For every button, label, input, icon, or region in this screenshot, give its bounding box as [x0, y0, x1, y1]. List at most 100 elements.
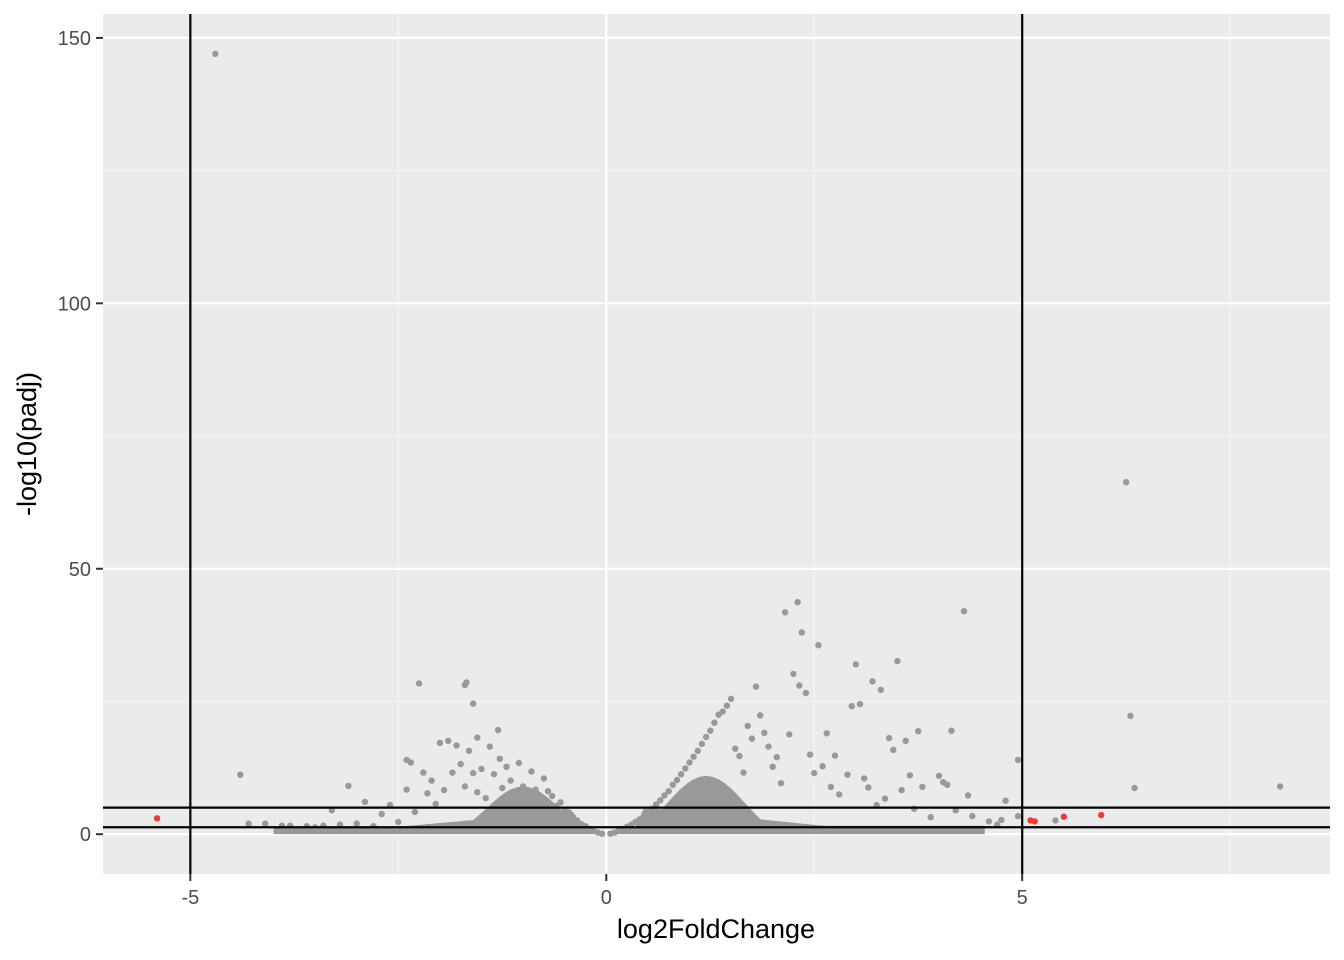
data-point: [470, 700, 477, 707]
data-point: [353, 820, 360, 827]
data-point: [831, 752, 839, 759]
data-point: [453, 742, 460, 749]
data-point: [852, 661, 859, 668]
data-point: [769, 763, 776, 770]
y-axis-title: -log10(padj): [12, 372, 42, 516]
x-axis: -5 0 5: [181, 874, 1028, 909]
data-point: [557, 799, 564, 806]
data-point: [819, 763, 826, 770]
data-point: [690, 753, 697, 760]
data-point: [549, 792, 556, 800]
data-point: [935, 772, 943, 779]
data-point: [732, 745, 739, 752]
data-point: [411, 808, 419, 816]
data-point: [786, 731, 793, 738]
data-point: [823, 730, 830, 737]
data-point: [794, 599, 801, 606]
grid-minor: [103, 14, 1330, 874]
data-point: [424, 790, 431, 797]
data-point: [902, 737, 909, 744]
data-point: [463, 679, 470, 686]
data-point: [345, 782, 352, 790]
data-point: [719, 708, 726, 715]
data-point: [661, 792, 668, 799]
data-point: [985, 818, 993, 825]
data-point: [894, 657, 901, 665]
data-point: [540, 775, 548, 782]
y-axis: 0 50 100 150: [58, 28, 103, 846]
data-point: [944, 781, 951, 788]
data-point: [445, 737, 452, 744]
data-point-cloud: [464, 786, 582, 827]
x-tick-label: -5: [181, 887, 199, 909]
y-tick-label: 0: [80, 824, 91, 846]
data-point: [499, 784, 506, 792]
y-tick-label: 100: [58, 293, 91, 315]
data-point: [440, 786, 448, 794]
data-point: [748, 735, 756, 742]
data-point-cloud: [643, 775, 769, 827]
data-point: [496, 755, 503, 762]
data-point: [436, 739, 444, 747]
data-point: [428, 777, 435, 784]
data-point: [544, 788, 552, 795]
data-point: [869, 678, 876, 685]
data-point: [811, 769, 818, 777]
x-tick-label: 5: [1017, 887, 1028, 909]
data-point: [740, 769, 747, 776]
data-point: [1131, 784, 1138, 792]
data-point: [677, 771, 685, 778]
data-point: [490, 771, 498, 778]
data-point: [827, 783, 835, 791]
data-point: [470, 769, 477, 777]
data-point: [1002, 797, 1009, 804]
data-point: [744, 722, 751, 730]
data-point: [707, 727, 714, 734]
data-point: [881, 795, 889, 802]
data-point: [1014, 812, 1022, 820]
data-point: [856, 700, 864, 708]
data-point: [798, 629, 805, 636]
data-point: [844, 771, 851, 778]
data-point: [757, 712, 764, 719]
plot-panel: [103, 14, 1330, 874]
data-point: [711, 719, 718, 726]
data-point: [507, 777, 514, 784]
data-point: [865, 784, 872, 791]
data-point: [482, 794, 489, 802]
data-point: [361, 798, 369, 805]
data-point: [682, 765, 689, 772]
data-point: [927, 814, 934, 821]
data-point: [836, 791, 843, 798]
data-point: [1276, 783, 1284, 790]
data-point: [1060, 813, 1068, 820]
data-point: [1127, 712, 1134, 719]
data-point: [420, 769, 427, 776]
data-point: [815, 642, 822, 649]
data-points: [153, 50, 1284, 837]
data-point: [598, 830, 606, 837]
data-point: [765, 743, 772, 750]
data-point: [653, 801, 660, 808]
data-point: [919, 783, 926, 791]
data-point: [153, 815, 161, 822]
data-point: [915, 728, 922, 735]
data-point: [848, 703, 855, 710]
data-point: [212, 50, 219, 57]
data-point: [415, 680, 423, 687]
data-point: [665, 788, 672, 795]
data-point: [1123, 479, 1130, 486]
data-point: [890, 746, 897, 753]
data-point: [515, 759, 523, 767]
data-point: [457, 760, 464, 768]
data-point: [727, 695, 735, 702]
data-point: [998, 816, 1005, 824]
data-point: [657, 797, 664, 804]
data-point: [474, 789, 481, 796]
threshold-lines: [103, 14, 1330, 874]
data-point: [407, 759, 414, 766]
data-point: [723, 702, 731, 709]
data-point: [686, 759, 693, 766]
data-point: [449, 769, 456, 776]
y-tick-label: 150: [58, 28, 91, 50]
